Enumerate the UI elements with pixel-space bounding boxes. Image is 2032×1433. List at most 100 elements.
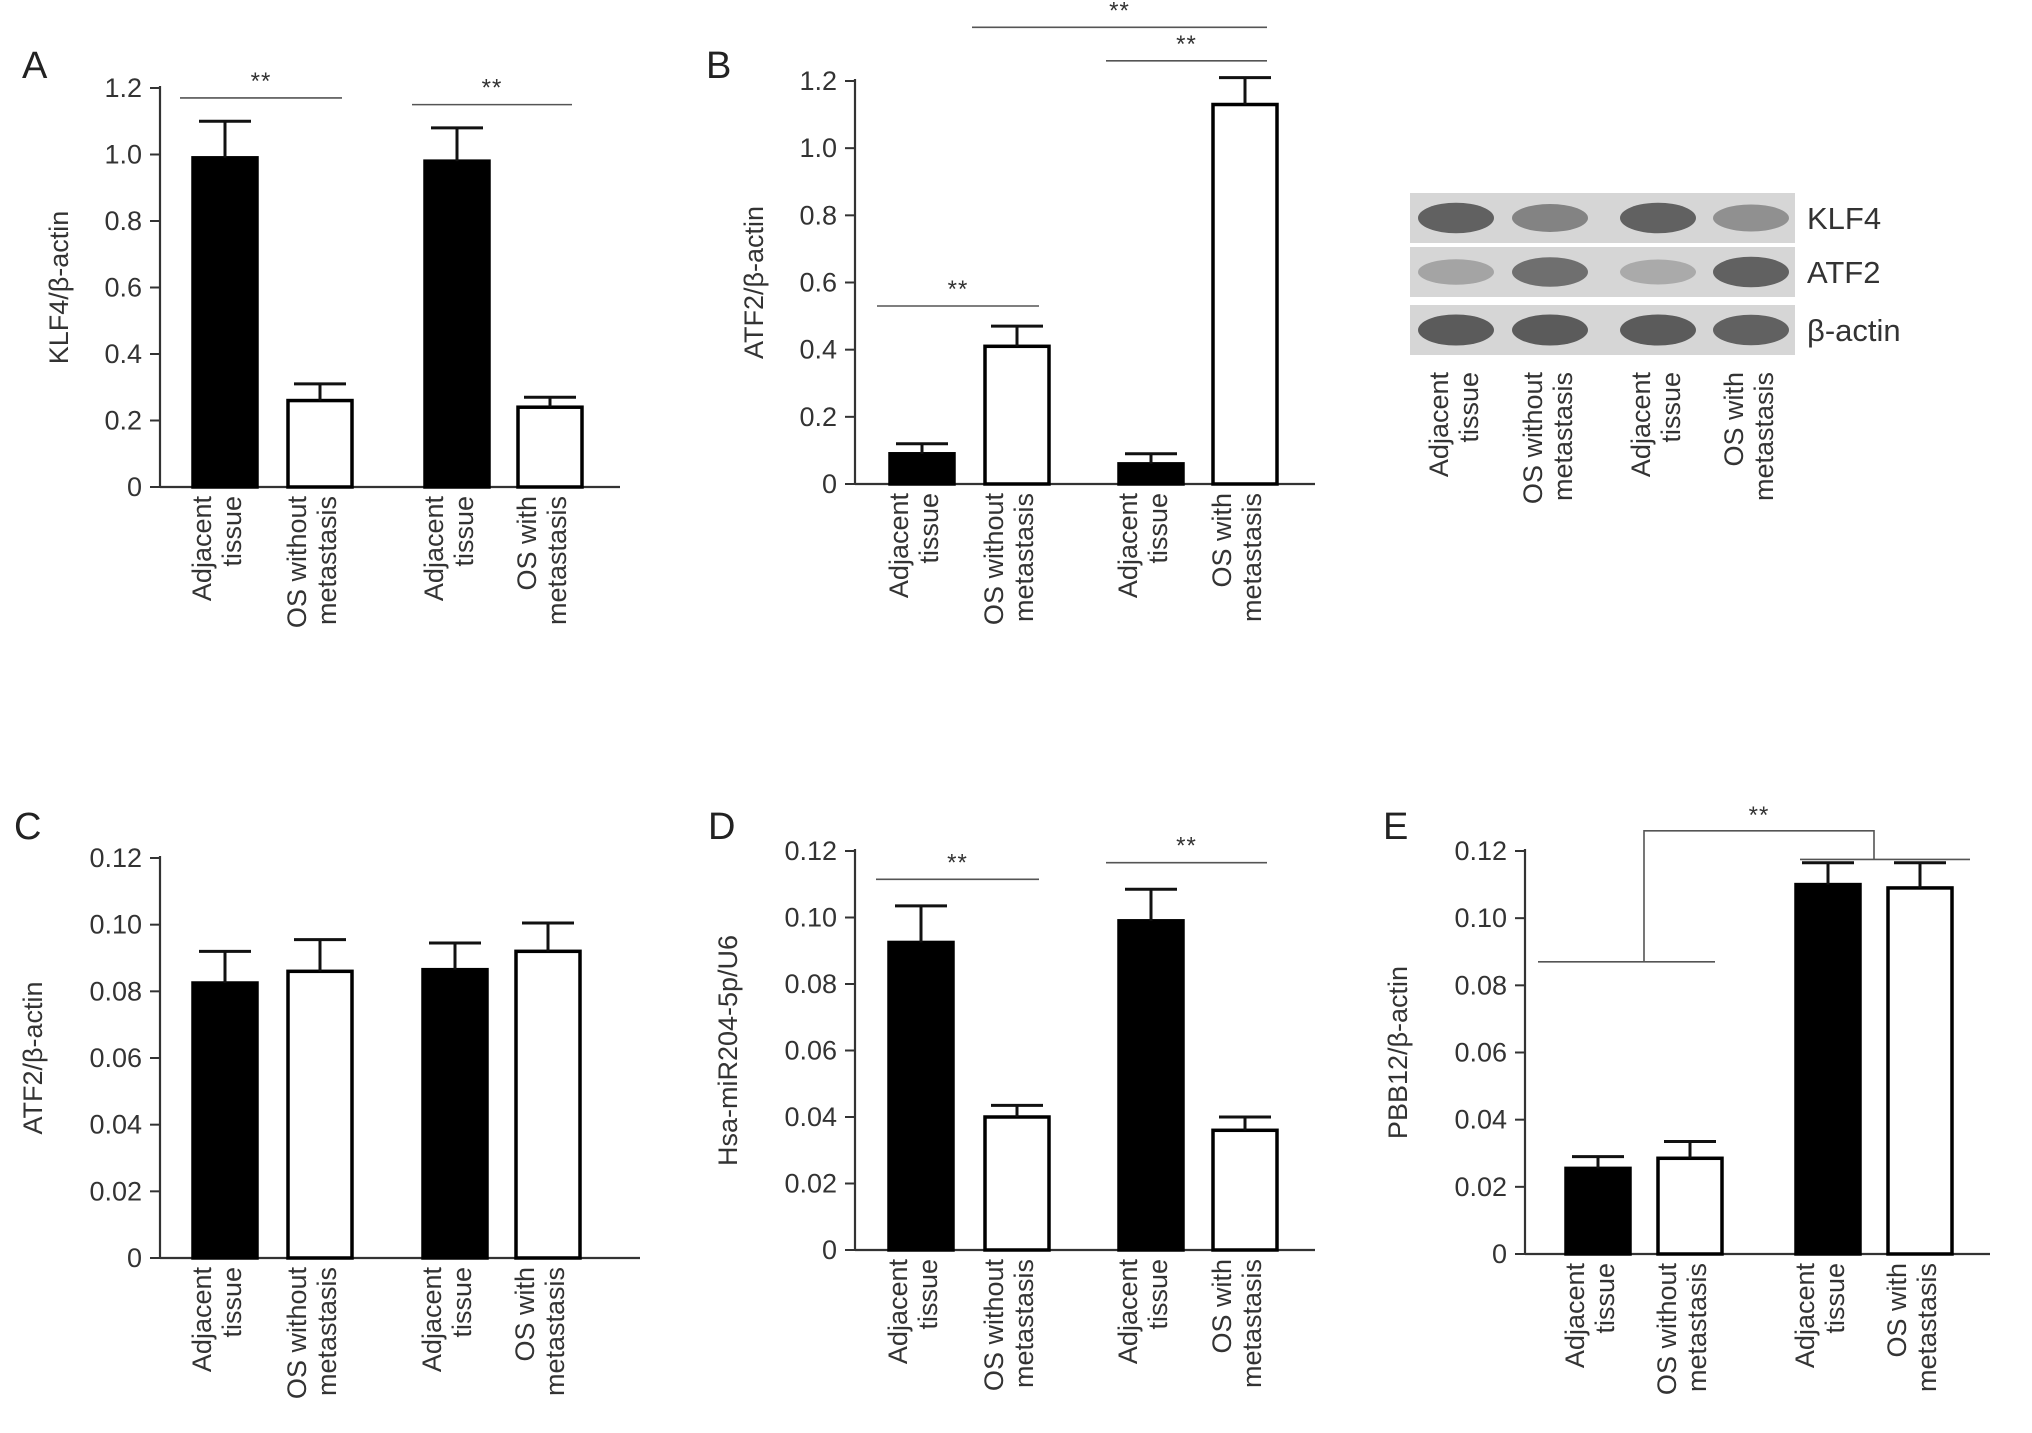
category-label-line: tissue xyxy=(1820,1263,1850,1334)
category-label-line: metastasis xyxy=(540,1267,570,1396)
y-axis-label: Hsa-miR204-5p/U6 xyxy=(713,935,743,1166)
y-tick-label: 1.2 xyxy=(104,73,142,103)
y-tick-label: 0 xyxy=(127,1243,142,1273)
category-label-line: metastasis xyxy=(542,496,572,625)
y-tick-label: 0.2 xyxy=(104,406,142,436)
y-tick-label: 0 xyxy=(1492,1239,1507,1269)
y-tick-label: 1.2 xyxy=(799,66,837,96)
blot-band xyxy=(1620,314,1696,346)
y-tick-label: 0.8 xyxy=(104,206,142,236)
bar-2 xyxy=(983,344,1051,486)
blot-band-label: ATF2 xyxy=(1807,255,1881,290)
y-tick-label: 0.10 xyxy=(784,903,837,933)
significance-label: ** xyxy=(482,75,503,102)
y-tick-label: 0.6 xyxy=(104,273,142,303)
category-label-line: Adjacent xyxy=(419,496,449,602)
category-label-line: Adjacent xyxy=(884,493,914,599)
y-tick-label: 0.02 xyxy=(784,1169,837,1199)
y-tick-label: 0.02 xyxy=(89,1176,142,1206)
y-tick-label: 0.12 xyxy=(1454,836,1507,866)
y-tick-label: 0.04 xyxy=(89,1110,142,1140)
y-tick-label: 0.06 xyxy=(1454,1038,1507,1068)
bar-4 xyxy=(1211,102,1279,486)
bar-2 xyxy=(983,1115,1051,1252)
category-label-line: Adjacent xyxy=(1790,1263,1820,1369)
category-label-line: metastasis xyxy=(1912,1263,1942,1392)
panel-e: E 0 0.02 0.04 0.06 0.08 0.10 0.12 PBB12/β-actin A… xyxy=(1383,802,1990,1395)
y-axis-label: ATF2/β-actin xyxy=(739,206,769,359)
significance-bracket xyxy=(1643,830,1875,962)
y-tick-label: 0.12 xyxy=(89,843,142,873)
category-label-line: OS without xyxy=(282,496,312,629)
y-tick-label: 0 xyxy=(127,472,142,502)
significance-label: ** xyxy=(947,849,968,876)
category-label-line: OS with xyxy=(1882,1263,1912,1358)
blot-lane-label-line: OS without xyxy=(1518,372,1548,505)
blot-band xyxy=(1418,202,1494,234)
bar-3 xyxy=(421,967,489,1260)
blot-band xyxy=(1620,259,1696,285)
significance-label: ** xyxy=(1176,31,1197,58)
category-label-line: metastasis xyxy=(1009,493,1039,622)
panel-d: D 0 0.02 0.04 0.06 0.08 0.10 0.12 Hsa-miR204-5p/… xyxy=(708,806,1315,1391)
blot-band xyxy=(1713,314,1789,346)
panel-letter: E xyxy=(1383,806,1408,848)
blot-lane-label-line: Adjacent xyxy=(1424,372,1454,478)
category-label-line: tissue xyxy=(447,1267,477,1338)
bar-3 xyxy=(423,159,491,489)
blot-band xyxy=(1620,202,1696,234)
category-label: OS with metastasis xyxy=(512,496,572,625)
y-tick-label: 1.0 xyxy=(104,140,142,170)
category-label-line: tissue xyxy=(1143,1259,1173,1330)
category-label-line: tissue xyxy=(1143,493,1173,564)
y-tick-label: 0.4 xyxy=(799,335,837,365)
category-label: OS with metastasis xyxy=(510,1267,570,1396)
category-label-line: metastasis xyxy=(1009,1259,1039,1388)
category-label-line: Adjacent xyxy=(187,1267,217,1373)
y-tick-label: 0.08 xyxy=(89,976,142,1006)
category-label: OS with metastasis xyxy=(1207,493,1267,622)
y-tick-label: 0.04 xyxy=(784,1102,837,1132)
y-tick-label: 0.10 xyxy=(89,910,142,940)
blot-lane-label: Adjacent tissue xyxy=(1626,372,1686,478)
bar-3 xyxy=(1117,919,1185,1252)
y-tick-label: 0.06 xyxy=(784,1036,837,1066)
bar-2 xyxy=(286,969,354,1260)
category-label-line: tissue xyxy=(914,493,944,564)
bar-1 xyxy=(191,156,259,489)
blot-band xyxy=(1512,257,1588,287)
blot-band xyxy=(1713,204,1789,232)
category-label-line: OS without xyxy=(282,1267,312,1400)
bar-1 xyxy=(887,940,955,1252)
y-tick-label: 1.0 xyxy=(799,133,837,163)
bar-1 xyxy=(888,452,956,486)
category-label-line: OS without xyxy=(979,493,1009,626)
panel-letter: D xyxy=(708,806,735,848)
y-tick-label: 0.02 xyxy=(1454,1172,1507,1202)
blot-lane-label-line: metastasis xyxy=(1548,372,1578,501)
significance-label: ** xyxy=(948,276,969,303)
y-axis-label: PBB12/β-actin xyxy=(1383,966,1413,1139)
blot-band-label: KLF4 xyxy=(1807,201,1881,236)
blot-band xyxy=(1512,204,1588,232)
significance-label: ** xyxy=(251,68,272,95)
significance-label: ** xyxy=(1109,0,1130,24)
y-tick-label: 0.12 xyxy=(784,836,837,866)
category-label-line: Adjacent xyxy=(1113,1259,1143,1365)
category-label-line: OS with xyxy=(510,1267,540,1362)
category-label-line: tissue xyxy=(449,496,479,567)
panel-letter: B xyxy=(706,45,731,87)
category-label: Adjacent tissue xyxy=(1560,1263,1620,1369)
bar-4 xyxy=(514,949,582,1260)
bar-4 xyxy=(1211,1128,1279,1252)
category-label: Adjacent tissue xyxy=(187,496,247,602)
panel-letter: A xyxy=(22,45,48,87)
significance-label: ** xyxy=(1176,833,1197,860)
category-label: Adjacent tissue xyxy=(1113,1259,1173,1365)
blot-lane-label-line: Adjacent xyxy=(1626,372,1656,478)
blot-lane-label-line: OS with xyxy=(1719,372,1749,467)
category-label: Adjacent tissue xyxy=(1113,493,1173,599)
bar-3 xyxy=(1117,462,1185,486)
y-tick-label: 0.8 xyxy=(799,200,837,230)
